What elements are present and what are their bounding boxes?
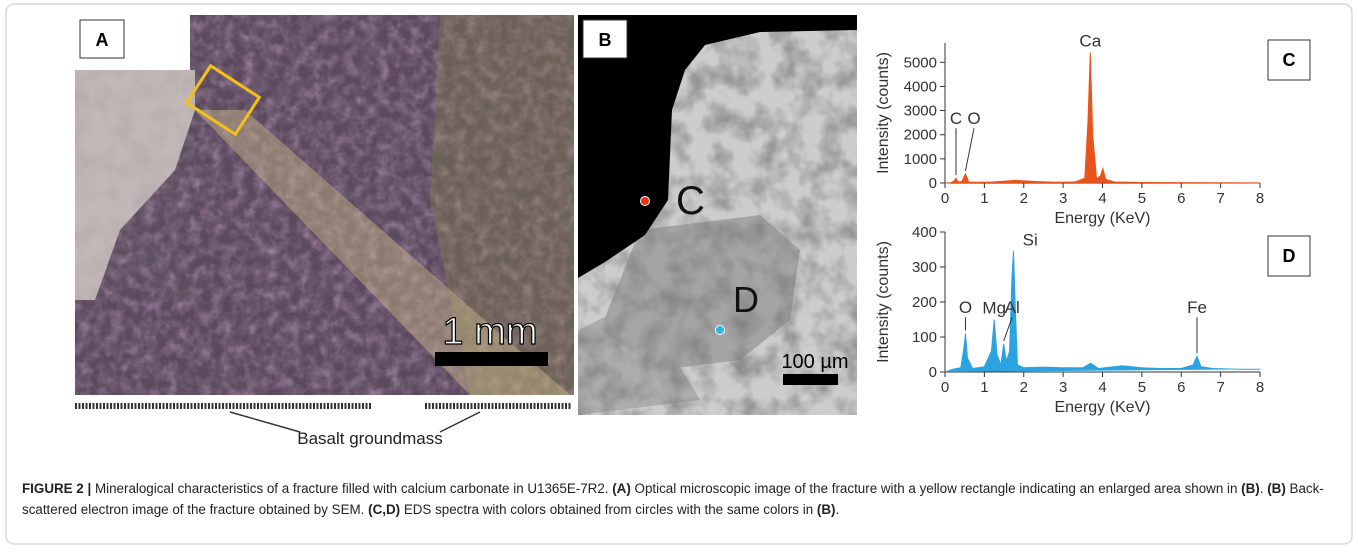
groundmass-label: Basalt groundmass <box>297 429 443 448</box>
scale-label: 100 µm <box>781 351 848 373</box>
annotation-leader <box>964 128 975 171</box>
figure-frame <box>5 3 1353 545</box>
panel-label-box <box>1267 235 1311 277</box>
x-tick-label: 0 <box>941 379 949 396</box>
x-tick-label: 8 <box>1256 190 1264 207</box>
x-axis-label: Energy (KeV) <box>1054 399 1150 416</box>
y-tick-label: 0 <box>929 364 937 381</box>
x-tick-label: 3 <box>1059 190 1067 207</box>
panel-label: A <box>96 30 109 50</box>
peak-label: O <box>967 109 980 128</box>
x-tick-label: 5 <box>1138 379 1146 396</box>
x-tick-label: 0 <box>941 190 949 207</box>
y-tick-label: 400 <box>912 224 937 241</box>
y-axis-label: Intensity (counts) <box>875 52 892 174</box>
x-tick-label: 6 <box>1177 379 1185 396</box>
x-tick-label: 2 <box>1020 379 1028 396</box>
point-d <box>715 325 725 335</box>
x-tick-label: 5 <box>1138 190 1146 207</box>
peak-label: O <box>959 298 972 317</box>
caption-text: (B) <box>1241 481 1260 496</box>
caption-text: Optical microscopic image of the fractur… <box>630 481 1242 496</box>
y-tick-label: 200 <box>912 294 937 311</box>
caption-text: (A) <box>612 481 631 496</box>
spectrum <box>944 251 1260 373</box>
caption-text: . <box>1259 481 1268 496</box>
peak-label: Mg <box>982 299 1006 318</box>
x-tick-label: 7 <box>1216 190 1224 207</box>
y-tick-label: 100 <box>912 329 937 346</box>
groundmass-markers <box>75 403 572 433</box>
peak-label: Al <box>1005 298 1020 317</box>
panel-label-box <box>79 19 125 59</box>
y-tick-label: 3000 <box>904 103 937 120</box>
spectrum <box>944 52 1261 184</box>
y-tick-label: 2000 <box>904 127 937 144</box>
caption-text: FIGURE 2 | <box>22 481 92 496</box>
y-axis-label: Intensity (counts) <box>875 241 892 363</box>
y-tick-label: 0 <box>929 175 937 192</box>
x-tick-label: 6 <box>1177 190 1185 207</box>
caption-text: . <box>835 502 840 517</box>
peak-label: Si <box>1023 230 1038 249</box>
panel-label: D <box>1283 246 1296 266</box>
y-tick-label: 4000 <box>904 78 937 95</box>
y-tick-label: 5000 <box>904 54 937 71</box>
sem-image-b <box>578 15 857 415</box>
x-tick-label: 8 <box>1256 379 1264 396</box>
panel-label-box <box>1267 39 1311 81</box>
x-tick-label: 3 <box>1059 379 1067 396</box>
caption-text: (B) <box>816 502 836 517</box>
panel-label: B <box>599 30 612 50</box>
caption-text: EDS spectra with colors obtained from ci… <box>400 502 817 517</box>
x-tick-label: 1 <box>980 379 988 396</box>
scale-label: 1 mm <box>443 311 538 353</box>
peak-label: Fe <box>1187 298 1207 317</box>
x-tick-label: 4 <box>1098 379 1106 396</box>
x-tick-label: 1 <box>980 190 988 207</box>
caption-text: Back-scattered electron image of the fra… <box>22 481 1324 517</box>
caption: FIGURE 2 | Mineralogical characteristics… <box>22 478 1340 520</box>
point-label: D <box>733 279 759 320</box>
caption-text: (B) <box>1267 481 1286 496</box>
peak-label: Ca <box>1079 32 1101 51</box>
panel-label: C <box>1283 50 1296 70</box>
x-axis-label: Energy (KeV) <box>1054 210 1150 227</box>
x-tick-label: 4 <box>1098 190 1106 207</box>
y-tick-label: 1000 <box>904 151 937 168</box>
caption-text: (C,D) <box>368 502 401 517</box>
micrograph-a <box>75 15 574 395</box>
x-tick-label: 7 <box>1216 379 1224 396</box>
point-label: C <box>676 179 705 223</box>
peak-label: C <box>950 109 962 128</box>
point-c <box>640 196 650 206</box>
annotation-leader <box>1003 317 1013 342</box>
x-tick-label: 2 <box>1020 190 1028 207</box>
caption-text: Mineralogical characteristics of a fract… <box>91 481 613 496</box>
panel-label-box <box>582 19 628 59</box>
y-tick-label: 300 <box>912 259 937 276</box>
